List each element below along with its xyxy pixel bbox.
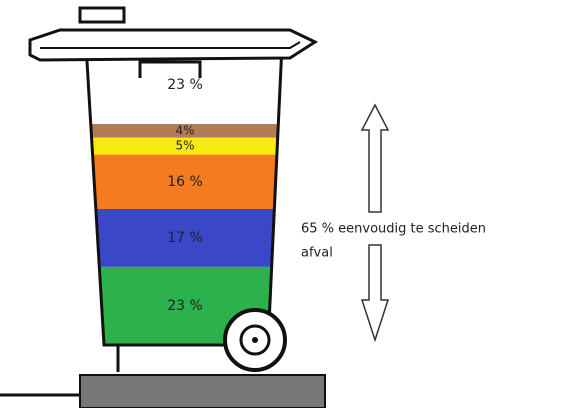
layer-label: 5% — [175, 139, 194, 153]
layer-label: 17 % — [167, 230, 203, 246]
layer-label: 4% — [175, 123, 194, 137]
bin-grip — [138, 60, 202, 78]
layer-label: 23 % — [167, 77, 203, 93]
annotation: 65 % eenvoudig te scheiden — [301, 222, 486, 237]
layer-label: 23 % — [167, 298, 203, 314]
bin-layer — [86, 209, 282, 267]
bin-lid — [28, 28, 319, 62]
bin-layer — [86, 137, 282, 155]
arrow-down — [360, 244, 390, 343]
arrow-up — [360, 103, 390, 213]
bin-layer — [86, 154, 282, 209]
lid-edge — [40, 41, 301, 49]
bin-handle — [78, 6, 126, 24]
annotation: afval — [301, 246, 333, 261]
wheel-axle — [252, 337, 258, 343]
layer-label: 16 % — [167, 174, 203, 190]
platform — [79, 374, 326, 408]
bin-layer — [86, 124, 282, 138]
